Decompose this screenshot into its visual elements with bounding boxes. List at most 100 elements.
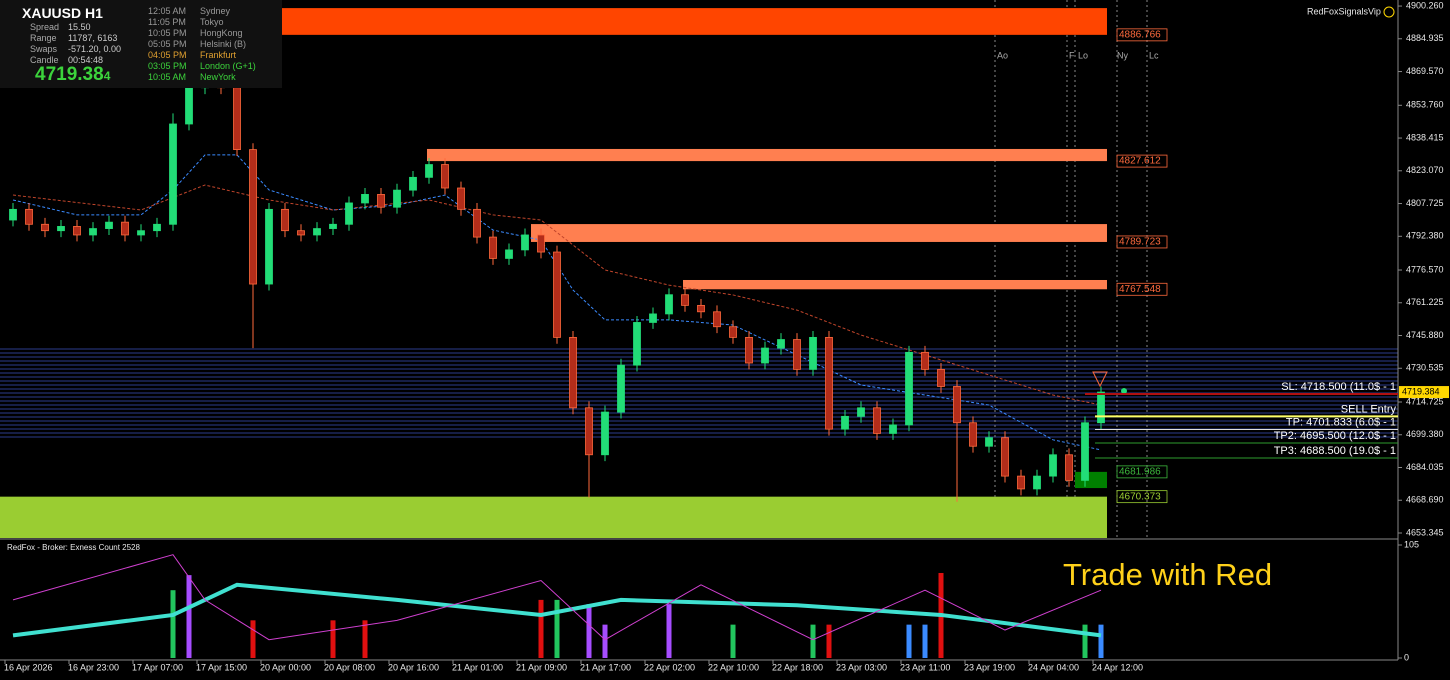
sub-bar [1098,624,1104,658]
sub-line [12,554,1102,641]
x-tick-label: 22 Apr 10:00 [708,662,759,672]
candle-body [425,164,433,178]
session-time: 12:05 AM [148,6,187,16]
candle-body [745,336,753,364]
session-label: F [1069,50,1075,60]
candle-body [537,234,545,253]
x-tick-label: 23 Apr 03:00 [836,662,887,672]
y-tick-label: 4869.570 [1406,66,1444,76]
zone [683,279,1107,290]
info-value: 11787, 6163 [68,33,118,43]
candle-body [473,208,481,238]
candle-body [553,251,561,338]
y-tick-label: 4684.035 [1406,462,1444,472]
x-tick-label: 17 Apr 07:00 [132,662,183,672]
sub-panel-title: RedFox - Broker: Exness Count 2528 [7,543,141,552]
trade-label: TP: 4701.833 (6.0$ - 1 [1286,416,1396,428]
session-time: 05:05 PM [148,39,187,49]
zone-label: 4767.548 [1119,284,1161,295]
candle-body [841,415,849,430]
session-label: Ny [1117,50,1128,60]
info-row: Range 11787, 6163 [30,33,140,43]
y-tick-label: 4730.535 [1406,363,1444,373]
sub-bar [666,604,672,658]
session-label: Ao [997,50,1008,60]
moving-average [12,184,1102,406]
trade-label: SELL Entry [1341,403,1397,415]
info-value: 15.50 [68,22,91,32]
smiley-icon [1383,6,1395,18]
sub-bar [186,575,192,658]
y-tick-label: 4792.380 [1406,231,1444,241]
x-tick-label: 20 Apr 08:00 [324,662,375,672]
zone [1075,471,1107,489]
sub-bar [330,620,336,658]
x-tick-label: 21 Apr 01:00 [452,662,503,672]
zone-label: 4789.723 [1119,237,1161,248]
sub-bar [586,604,592,658]
candle-body [265,208,273,285]
candle-body [649,313,657,323]
sub-bar [170,590,176,658]
candle-body [665,294,673,315]
candle-body [1033,475,1041,490]
candle-body [185,87,193,125]
candle-body [521,234,529,251]
y-tick-label: 4668.690 [1406,495,1444,505]
x-tick-label: 16 Apr 23:00 [68,662,119,672]
zone-label: 4681.986 [1119,467,1161,478]
y-tick-label: 4807.725 [1406,198,1444,208]
x-tick-label: 23 Apr 11:00 [900,662,950,672]
candle-body [41,223,49,232]
candle-body [1001,437,1009,477]
candle-body [441,164,449,189]
x-tick-label: 17 Apr 15:00 [196,662,247,672]
zone-label-box [1116,154,1168,168]
candle-body [585,407,593,456]
session-label: Lc [1149,50,1159,60]
candle-body [169,123,177,225]
candle-body [393,189,401,208]
info-row: Spread 15.50 [30,22,140,32]
price-dot [1121,388,1127,394]
session-row: 10:05 PM HongKong [148,28,278,38]
candle-body [697,304,705,313]
info-label: Swaps [30,44,58,54]
candle-body [873,407,881,434]
x-tick-label: 20 Apr 16:00 [388,662,439,672]
sub-bar [538,599,544,658]
candle-body [105,221,113,229]
session-row: 11:05 PM Tokyo [148,17,278,27]
candle-body [921,351,929,370]
zone [531,224,1107,242]
candle-body [953,386,961,424]
sub-line [12,582,1102,638]
candle-body [89,228,97,236]
price-tag-label: 4719.384 [1402,386,1440,396]
session-name: NewYork [200,72,236,82]
sub-bar [1082,624,1088,658]
candle-body [601,411,609,456]
candle-body [361,194,369,204]
y-tick-label: 4884.935 [1406,33,1444,43]
candle-body [249,149,257,285]
zone-label: 4886.766 [1119,29,1161,40]
sub-bar [554,599,560,658]
session-name: HongKong [200,28,243,38]
candle-body [681,294,689,306]
zone-label-box [1116,490,1168,504]
bid-price: 4719.384 [35,64,110,86]
zone [427,148,1107,162]
candle-body [297,230,305,236]
y-tick-label: 4823.070 [1406,165,1444,175]
y-tick-label: 4853.760 [1406,100,1444,110]
session-row: 03:05 PM London (G+1) [148,61,278,71]
candle-body [713,311,721,328]
session-name: London (G+1) [200,61,256,71]
candle-body [761,347,769,364]
x-tick-label: 22 Apr 18:00 [772,662,823,672]
y-tick-label: 4776.570 [1406,264,1444,274]
sub-y-tick-label: 0 [1404,652,1409,662]
candle-body [793,339,801,370]
